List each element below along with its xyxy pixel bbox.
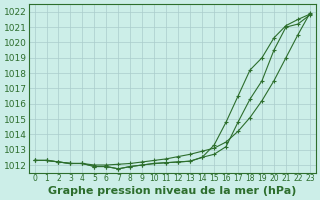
X-axis label: Graphe pression niveau de la mer (hPa): Graphe pression niveau de la mer (hPa) xyxy=(48,186,296,196)
